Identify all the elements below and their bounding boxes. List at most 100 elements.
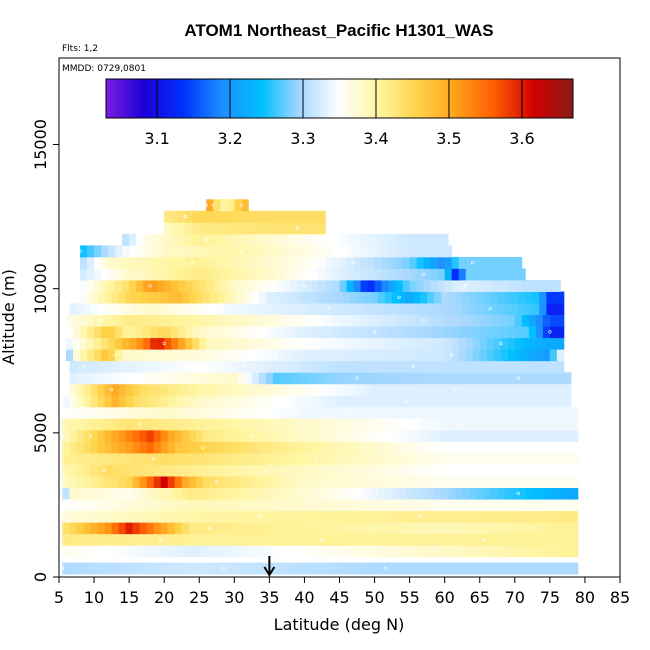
colorbar-tick-label: 3.4 [363,129,388,148]
heatmap-cell [269,210,277,223]
heatmap-cell [181,441,190,454]
heatmap-cell [199,222,207,235]
heatmap-cell [80,245,88,258]
heatmap-cell [248,349,256,362]
heatmap-cell [220,314,228,327]
heatmap-cell [434,533,442,546]
heatmap-cell [430,349,439,362]
colorbar-swatch [238,79,243,118]
heatmap-cell [223,418,232,431]
heatmap-cell [416,349,425,362]
heatmap-cell [378,429,386,442]
heatmap-cell [216,562,225,575]
heatmap-cell [434,487,442,500]
heatmap-cell [343,395,351,408]
heatmap-cell [343,441,351,454]
heatmap-cell [220,349,228,362]
heatmap-cell [346,326,354,339]
heatmap-cell [343,291,351,304]
heatmap-cell [539,291,547,304]
heatmap-cell [374,256,382,269]
colorbar-tick-label: 3.6 [509,129,534,148]
heatmap-cell [188,429,197,442]
heatmap-cell [136,337,144,350]
heatmap-cell [167,522,176,535]
heatmap-cell [493,280,502,292]
heatmap-cell [311,245,319,258]
heatmap-cell [244,453,253,465]
heatmap-cell [465,314,474,327]
heatmap-cell [227,233,235,246]
heatmap-cell [416,245,425,258]
heatmap-cell [343,406,351,419]
heatmap-cell [339,245,347,258]
heatmap-cell [76,383,84,396]
heatmap-cell [448,522,456,535]
heatmap-cell [118,303,127,316]
heatmap-cell [385,510,393,523]
heatmap-cell [248,326,256,339]
heatmap-cell [549,314,558,327]
heatmap-cell [146,562,155,575]
heatmap-cell [199,233,207,246]
heatmap-cell [167,533,176,546]
heatmap-cell [202,545,211,558]
heatmap-cell [122,268,130,281]
sample-point [453,468,457,472]
heatmap-cell [129,268,137,281]
heatmap-cell [385,406,393,419]
sample-point [422,272,426,276]
heatmap-cell [497,464,505,477]
heatmap-cell [174,562,183,575]
heatmap-cell [216,510,225,523]
sample-point [467,503,471,507]
heatmap-cell [174,487,183,500]
heatmap-cell [441,522,449,535]
heatmap-cell [202,441,211,454]
heatmap-cell [265,395,274,408]
heatmap-cell [332,349,340,362]
heatmap-cell [504,406,512,419]
heatmap-cell [216,372,225,385]
heatmap-cell [490,303,498,316]
heatmap-cell [157,326,165,339]
heatmap-cell [132,522,141,535]
heatmap-cell [111,418,119,431]
heatmap-cell [153,372,162,385]
heatmap-cell [220,245,228,258]
heatmap-cell [518,291,526,304]
heatmap-cell [493,268,502,281]
heatmap-cell [174,453,183,465]
heatmap-cell [367,280,375,292]
heatmap-cell [335,406,344,419]
heatmap-cell [525,383,533,396]
heatmap-cell [381,268,389,281]
heatmap-cell [392,453,400,465]
heatmap-cell [255,268,263,281]
heatmap-cell [293,360,302,373]
heatmap-cell [462,499,470,512]
heatmap-cell [111,499,119,512]
heatmap-cell [76,360,84,373]
heatmap-cell [300,476,309,489]
heatmap-cell [546,383,554,396]
heatmap-cell [290,210,298,223]
heatmap-cell [357,429,365,442]
heatmap-cell [202,510,211,523]
heatmap-cell [328,562,337,575]
heatmap-cell [150,233,158,246]
heatmap-cell [111,395,119,408]
heatmap-cell [321,429,330,442]
heatmap-cell [451,280,460,292]
heatmap-cell [125,464,134,477]
x-tick-label: 50 [364,588,384,607]
heatmap-cell [371,562,379,575]
heatmap-cell [279,303,288,316]
heatmap-cell [279,476,288,489]
heatmap-cell [451,314,460,327]
heatmap-cell [125,545,134,558]
heatmap-cell [62,441,70,454]
heatmap-cell [276,222,284,235]
heatmap-cell [304,210,312,223]
